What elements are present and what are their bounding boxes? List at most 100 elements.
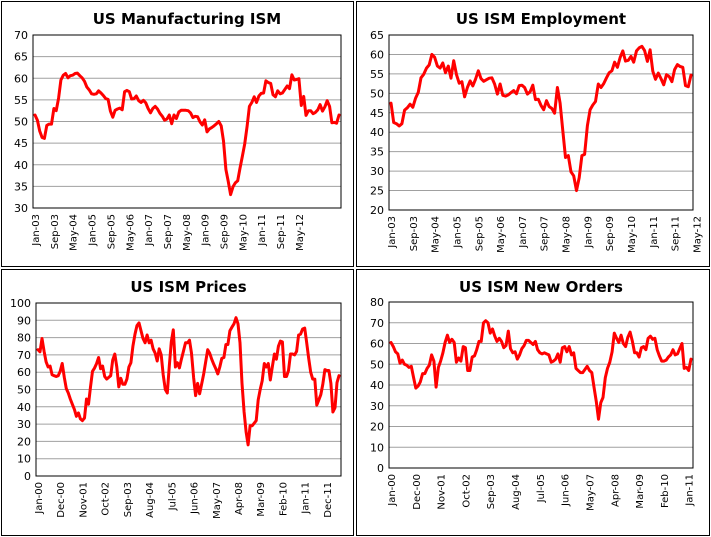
x-tick-label: Oct-02 [101,482,112,516]
x-tick-label: May-06 [125,214,136,251]
x-tick-label: Jan-07 [518,216,529,249]
y-tick-label: 45 [370,107,384,120]
y-tick-label: 40 [370,126,384,139]
x-tick-label: Aug-04 [511,474,522,510]
panel-ism-employment: US ISM Employment 20 25 30 35 40 45 50 55 60 65 Jan… [356,1,710,267]
x-tick-label: Jan-09 [583,216,594,249]
x-tick-label: Jul-05 [167,482,178,511]
x-tick-label: Sep-07 [163,214,174,249]
x-tick-label: Jan-00 [387,474,398,507]
y-tick-label: 65 [370,29,384,42]
chart-title: US ISM New Orders [459,278,623,296]
x-tick-label: Dec-00 [412,474,423,510]
y-tick-label: 20 [370,421,384,434]
y-tick-label: 0 [24,470,31,483]
y-tick-label: 60 [370,48,384,61]
x-tick-label: May-07 [585,474,596,511]
x-tick-label: May-12 [295,214,306,251]
plot-area [388,34,694,211]
y-tick-label: 70 [17,349,31,362]
series-line [389,44,693,193]
series-line [36,316,341,447]
x-tick-label: Mar-09 [635,474,646,509]
x-tick-label: May-06 [496,216,507,253]
series-line [389,319,693,421]
x-tick-label: Apr-08 [234,482,245,515]
x-tick-label: Sep-03 [409,216,420,251]
y-tick-label: 40 [17,401,31,414]
y-tick-label: 100 [10,297,31,310]
x-tick-label: May-07 [212,482,223,519]
x-tick-label: Nov-01 [78,482,89,518]
chart-title: US Manufacturing ISM [93,10,282,28]
y-tick-label: 70 [14,29,28,42]
x-tick-label: Jan-11 [257,214,268,247]
x-tick-label: Jan-09 [201,214,212,247]
x-tick-label: Jan-07 [144,214,155,247]
x-tick-label: Apr-08 [610,474,621,507]
y-tick-label: 45 [14,137,28,150]
y-tick-label: 10 [370,441,384,454]
x-tick-label: May-10 [627,216,638,253]
y-tick-label: 35 [370,146,384,159]
y-tick-label: 90 [17,314,31,327]
x-tick-label: Sep-11 [276,214,287,249]
y-tick-label: 20 [17,435,31,448]
x-tick-label: Mar-09 [256,482,267,517]
y-tick-label: 30 [14,202,28,215]
x-tick-label: Nov-01 [437,474,448,510]
y-tick-label: 0 [377,462,384,475]
chart-ism-employment: US ISM Employment 20 25 30 35 40 45 50 55 60 65 Jan… [370,10,703,253]
x-tick-label: Sep-03 [123,482,134,517]
y-tick-label: 50 [14,116,28,129]
y-tick-label: 40 [370,379,384,392]
x-tick-label: Jul-05 [536,474,547,503]
x-tick-label: May-04 [69,214,80,251]
chart-ism-prices: US ISM Prices 0 10 20 30 40 50 60 70 80 90 100 Jan-0… [10,278,342,519]
x-tick-label: Sep-11 [671,216,682,251]
panel-ism-prices: US ISM Prices 0 10 20 30 40 50 60 70 80 90 100 Jan-0… [1,269,354,536]
plot-area [35,302,342,477]
y-tick-label: 25 [370,185,384,198]
x-tick-label: Sep-05 [106,214,117,249]
y-tick-label: 55 [14,94,28,107]
y-tick-label: 30 [17,418,31,431]
x-tick-label: Oct-02 [461,474,472,508]
chart-manufacturing-ism: US Manufacturing ISM 30 35 40 45 50 55 60 65 70 Ja… [14,10,342,251]
x-tick-label: May-08 [182,214,193,251]
panel-manufacturing-ism: US Manufacturing ISM 30 35 40 45 50 55 60 65 70 Ja… [1,1,354,267]
x-tick-label: Jun-06 [561,474,572,507]
x-tick-label: Sep-07 [540,216,551,251]
y-tick-label: 70 [370,317,384,330]
x-tick-label: Jan-11 [685,474,696,507]
x-tick-label: Jan-11 [301,482,312,515]
x-tick-label: Jun-06 [190,482,201,515]
x-tick-label: Sep-03 [486,474,497,509]
x-tick-label: Jan-03 [31,214,42,247]
panel-ism-new-orders: US ISM New Orders 0 10 20 30 40 50 60 70 80 Jan-00… [356,269,710,536]
x-tick-label: Dec-11 [323,482,334,518]
x-tick-label: Jan-00 [34,482,45,515]
x-tick-label: Jan-03 [387,216,398,249]
x-tick-label: May-08 [562,216,573,253]
y-tick-label: 20 [370,204,384,217]
x-tick-label: Sep-09 [605,216,616,251]
x-tick-label: Sep-05 [474,216,485,251]
x-tick-label: Jan-05 [88,214,99,247]
y-tick-label: 60 [17,366,31,379]
x-tick-label: May-12 [692,216,703,253]
y-tick-label: 50 [370,87,384,100]
x-tick-label: Dec-00 [56,482,67,518]
plot-area [388,301,694,469]
y-tick-label: 60 [370,338,384,351]
y-tick-label: 60 [14,72,28,85]
x-tick-label: Aug-04 [145,482,156,518]
x-tick-label: Feb-10 [278,482,289,516]
y-tick-label: 55 [370,68,384,81]
x-tick-label: Jan-05 [452,216,463,249]
x-tick-label: May-10 [238,214,249,251]
y-tick-label: 65 [14,51,28,64]
x-tick-label: May-04 [431,216,442,253]
chart-ism-new-orders: US ISM New Orders 0 10 20 30 40 50 60 70 80 Jan-00… [370,278,696,511]
y-tick-label: 35 [14,180,28,193]
